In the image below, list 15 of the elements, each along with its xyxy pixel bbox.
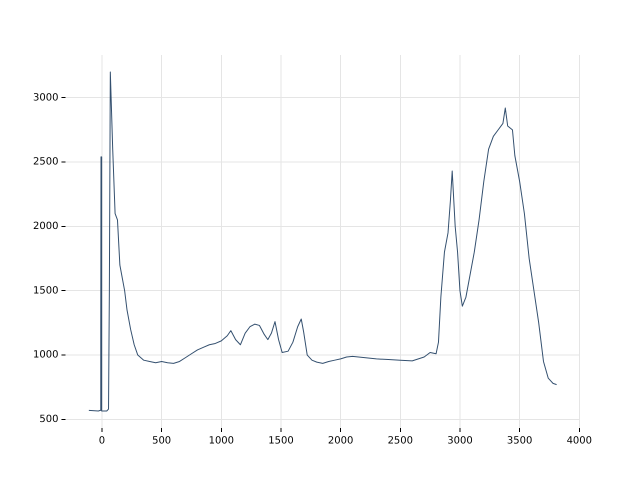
y-tick-label: 2000 <box>32 220 58 232</box>
x-tick-label: 1500 <box>268 436 294 447</box>
x-tick-label: 2000 <box>328 436 354 447</box>
x-tick-label: 4000 <box>566 436 592 447</box>
y-tick-label: 2500 <box>32 156 58 168</box>
x-tick-label: 0 <box>98 436 106 447</box>
y-tick-label: 500 <box>39 414 58 425</box>
x-tick-label: 3000 <box>447 436 473 447</box>
y-tick-label: 3000 <box>32 92 58 104</box>
y-tick-label: 1500 <box>32 285 58 296</box>
y-tick-label: 1000 <box>32 350 58 361</box>
x-tick-label: 2500 <box>388 436 414 447</box>
x-tick-label: 1000 <box>208 436 234 447</box>
x-tick-label: 3500 <box>506 436 532 447</box>
x-tick-label: 500 <box>152 436 172 447</box>
